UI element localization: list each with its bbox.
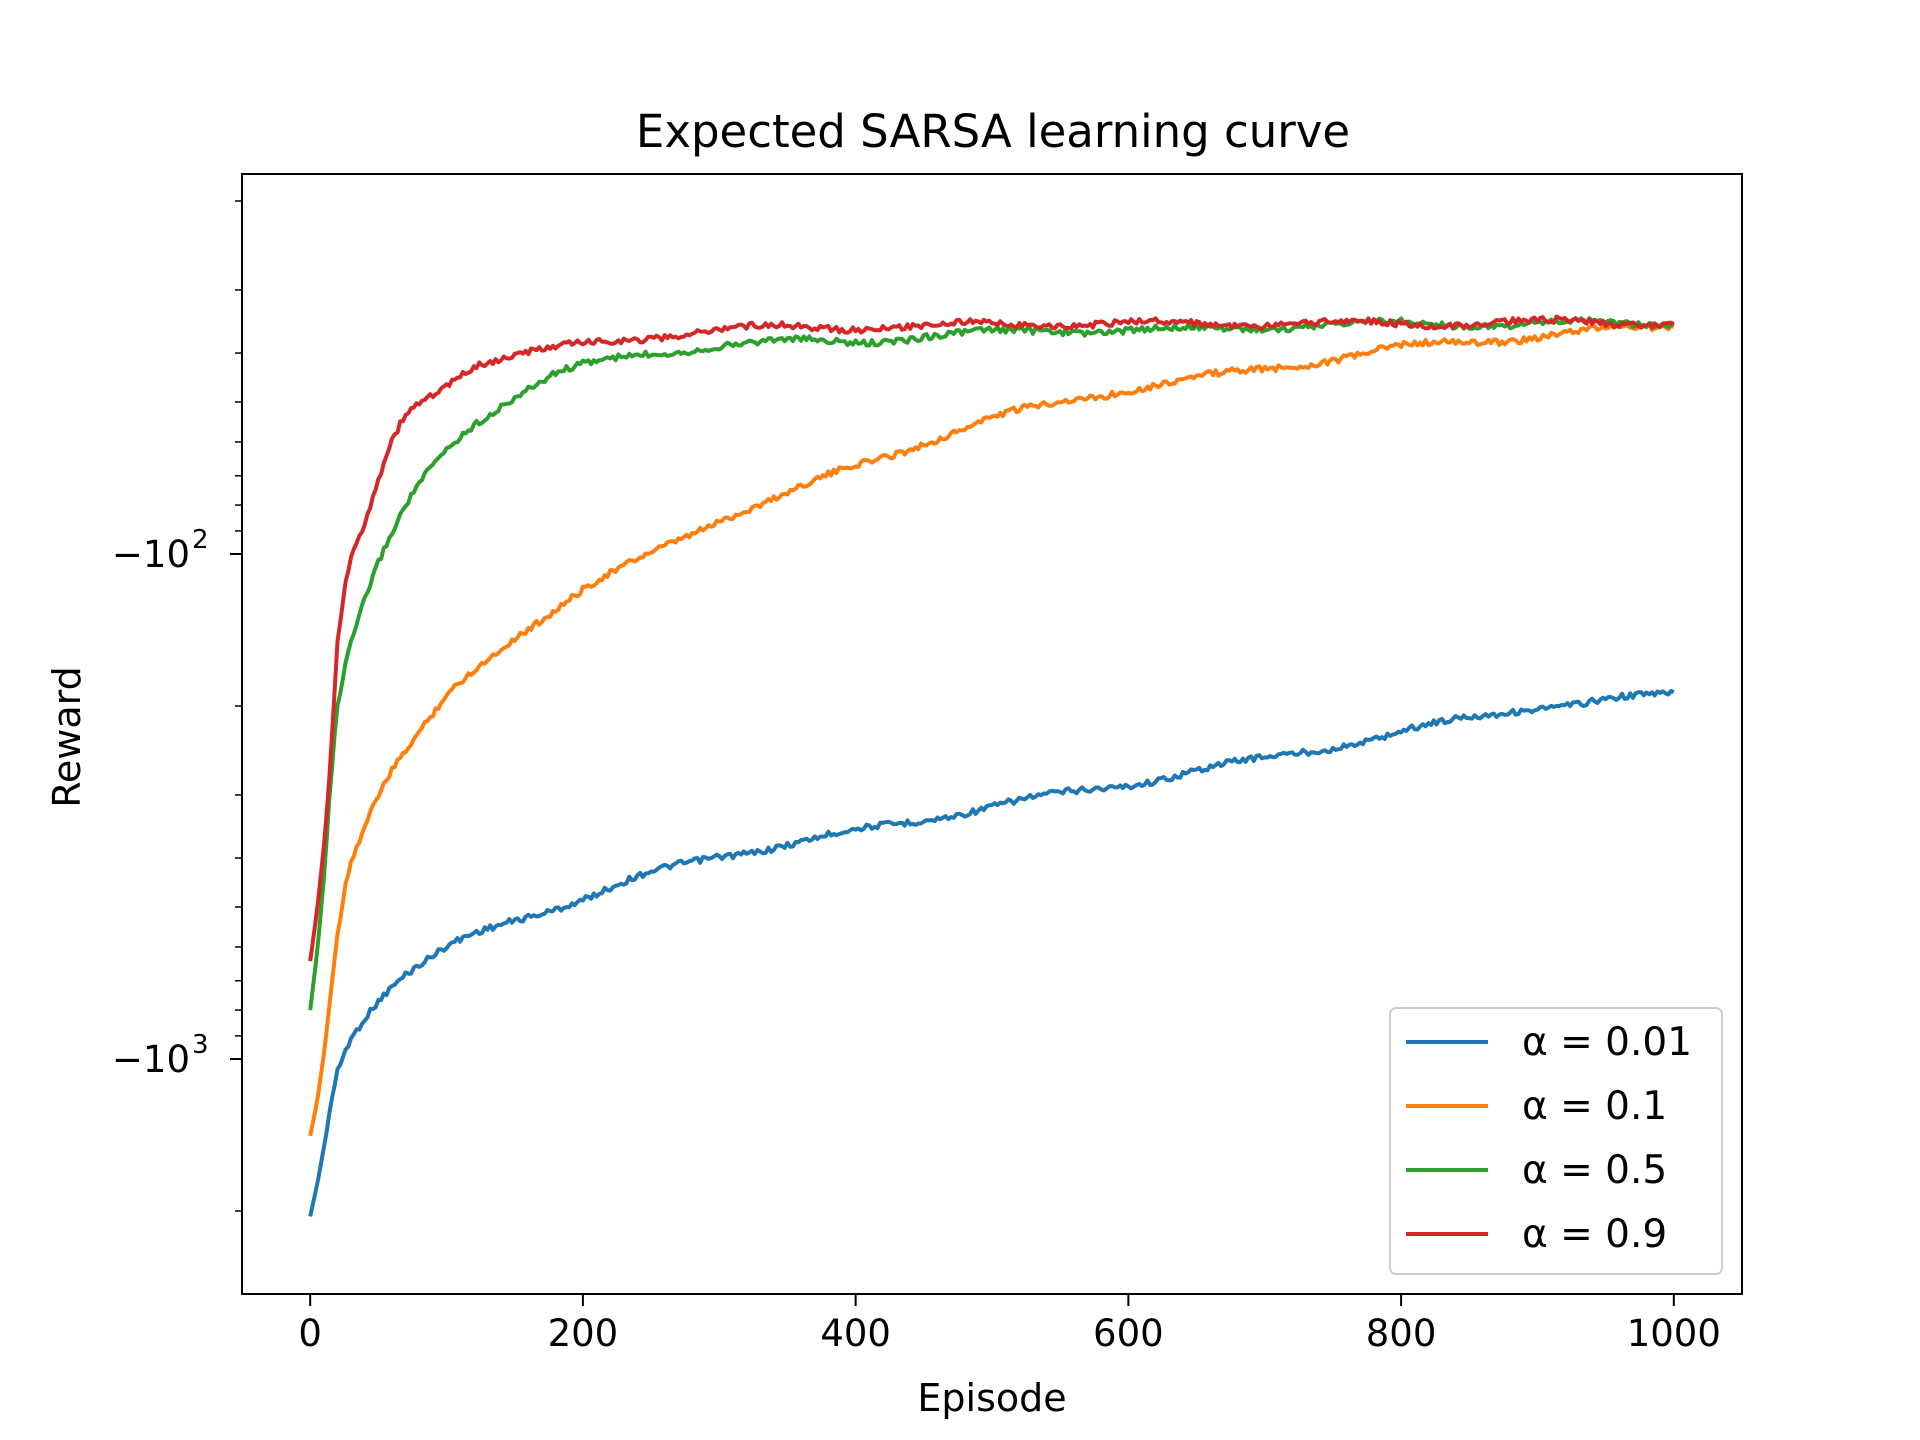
y-axis: −10 2−10 3: [112, 200, 242, 1212]
y-tick-label: −10: [112, 533, 190, 576]
x-axis: 0 200 400 600 800 1000: [298, 1294, 1721, 1355]
x-axis-label: Episode: [917, 1376, 1066, 1420]
legend-label-4: α = 0.9: [1522, 1212, 1667, 1257]
y-tick-exponent: 3: [192, 1030, 209, 1060]
legend-label-1: α = 0.01: [1522, 1020, 1692, 1065]
x-tick-label: 400: [820, 1312, 891, 1355]
x-tick-label: 800: [1366, 1312, 1437, 1355]
legend-box: [1389, 1007, 1723, 1275]
legend: α = 0.01 α = 0.1 α = 0.5 α = 0.9: [1389, 1007, 1723, 1275]
series-line-2: [308, 322, 1675, 1137]
x-tick-label: 200: [548, 1312, 619, 1355]
plot-frame: [241, 173, 1743, 1295]
series-line-1: [308, 688, 1675, 1217]
plot-area: [308, 314, 1675, 1217]
chart-title: Expected SARSA learning curve: [636, 105, 1350, 158]
series-line-4: [308, 314, 1675, 962]
x-tick-label: 0: [298, 1312, 322, 1355]
y-axis-label: Reward: [45, 666, 89, 808]
y-tick-label: −10: [112, 1038, 190, 1081]
legend-label-3: α = 0.5: [1522, 1148, 1667, 1193]
x-tick-label: 1000: [1627, 1312, 1721, 1355]
legend-label-2: α = 0.1: [1522, 1084, 1667, 1129]
y-tick-exponent: 2: [192, 525, 209, 555]
x-tick-label: 600: [1093, 1312, 1164, 1355]
